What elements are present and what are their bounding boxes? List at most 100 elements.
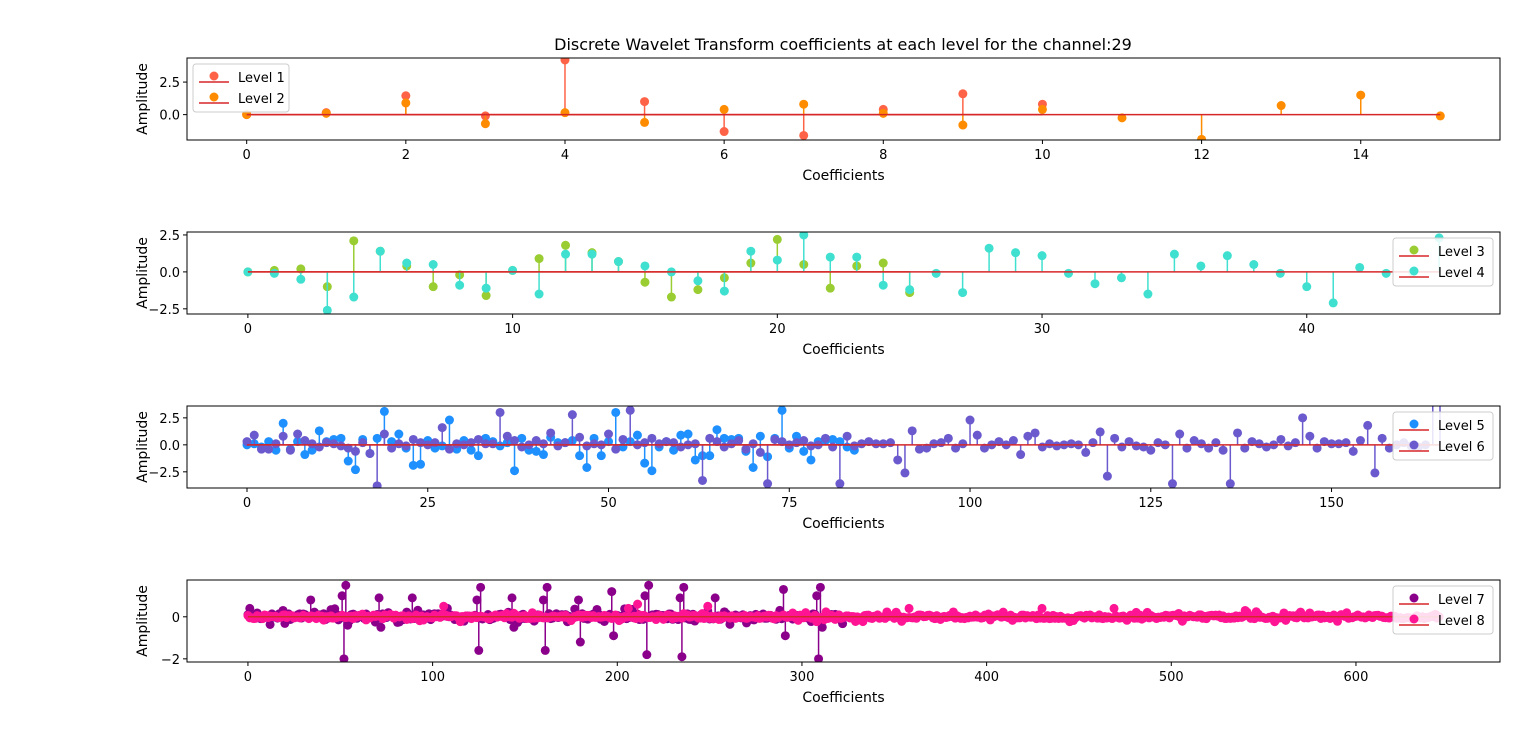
data-point xyxy=(401,91,411,101)
data-point xyxy=(1196,261,1206,271)
data-point xyxy=(582,463,592,472)
data-point xyxy=(958,89,968,99)
data-point xyxy=(596,451,606,461)
data-point xyxy=(476,582,486,592)
data-point xyxy=(972,430,982,440)
data-point xyxy=(613,257,623,267)
y-tick-label: 0.0 xyxy=(159,266,180,281)
data-point xyxy=(647,466,657,476)
data-point xyxy=(1116,273,1126,283)
subplot-3: 0 25 50 75 100 125 150−2.50.02.5CoefficientsAm… xyxy=(135,0,1501,532)
data-point xyxy=(307,445,317,455)
data-point xyxy=(1233,428,1243,438)
data-point xyxy=(561,240,571,250)
data-point xyxy=(408,434,418,444)
series-level-6 xyxy=(242,0,1441,488)
y-tick-label: −2.5 xyxy=(148,303,180,318)
data-point xyxy=(1052,441,1062,451)
data-point xyxy=(343,443,353,453)
data-point xyxy=(1327,439,1337,449)
data-point xyxy=(538,450,548,460)
x-tick-label: 0 xyxy=(243,496,251,511)
data-point xyxy=(575,637,585,647)
data-point xyxy=(878,108,888,118)
data-point xyxy=(1090,279,1100,289)
data-point xyxy=(922,443,932,453)
axes-frame xyxy=(186,57,1501,141)
legend-marker xyxy=(1409,266,1419,276)
data-point xyxy=(1081,447,1091,457)
data-point xyxy=(958,288,968,298)
data-point xyxy=(698,475,708,485)
data-point xyxy=(481,291,491,301)
data-point xyxy=(488,439,498,449)
data-point xyxy=(1384,443,1394,453)
data-point xyxy=(1109,603,1119,613)
data-point xyxy=(455,280,465,290)
x-tick-label: 8 xyxy=(879,148,887,163)
x-tick-label: 500 xyxy=(1159,670,1184,685)
legend-marker xyxy=(1409,440,1419,450)
data-point xyxy=(640,117,650,127)
data-point xyxy=(806,441,816,451)
data-point xyxy=(814,654,824,662)
subplots-container: 0 2 4 6 8 10 12 14 0.0 2.5 Coefficients Amplitude Le… xyxy=(135,0,1501,706)
x-tick-label: 0 xyxy=(244,670,252,685)
data-point xyxy=(1095,427,1105,437)
data-point xyxy=(677,652,687,662)
data-point xyxy=(480,119,490,129)
data-point xyxy=(339,654,349,662)
data-point xyxy=(472,595,482,605)
data-point xyxy=(531,436,541,446)
data-point xyxy=(444,444,454,454)
data-point xyxy=(401,441,411,451)
data-point xyxy=(864,437,874,447)
data-point xyxy=(329,439,339,449)
data-point xyxy=(372,433,382,443)
x-tick-label: 12 xyxy=(1193,148,1210,163)
data-point xyxy=(473,434,483,444)
data-point xyxy=(428,282,438,292)
plot-area xyxy=(243,580,1444,662)
data-point xyxy=(1276,101,1286,111)
data-point xyxy=(245,603,255,613)
data-point xyxy=(428,260,438,270)
data-point xyxy=(495,441,505,451)
y-axis-label: Amplitude xyxy=(135,411,151,483)
data-point xyxy=(825,283,835,293)
data-point xyxy=(1023,431,1033,441)
data-point xyxy=(632,430,642,440)
data-point xyxy=(1037,104,1047,114)
legend-entry: Level 2 xyxy=(238,92,285,107)
plot-area xyxy=(242,58,1445,140)
data-point xyxy=(607,587,617,597)
data-point xyxy=(1088,438,1098,448)
data-point xyxy=(1428,0,1437,5)
data-point xyxy=(965,415,975,425)
data-point xyxy=(553,441,563,451)
data-point xyxy=(1037,603,1047,613)
data-point xyxy=(307,439,317,449)
data-point xyxy=(1064,268,1074,278)
data-point xyxy=(1169,249,1179,259)
data-point xyxy=(444,415,454,425)
data-point xyxy=(343,456,353,466)
data-point xyxy=(249,430,259,440)
data-point xyxy=(1305,431,1315,441)
legend-entry: Level 8 xyxy=(1438,614,1485,629)
data-point xyxy=(885,438,895,448)
data-point xyxy=(1143,289,1153,299)
data-point xyxy=(609,631,619,641)
data-point xyxy=(546,428,556,438)
x-tick-label: 300 xyxy=(790,670,815,685)
data-point xyxy=(466,445,476,455)
data-point xyxy=(306,595,316,605)
data-point xyxy=(712,437,722,447)
data-point xyxy=(914,444,924,454)
data-point xyxy=(683,429,693,439)
data-point xyxy=(481,283,491,293)
data-point xyxy=(265,619,275,629)
data-point xyxy=(1117,442,1127,452)
series-level-4 xyxy=(243,232,1444,314)
x-tick-label: 2 xyxy=(402,148,410,163)
